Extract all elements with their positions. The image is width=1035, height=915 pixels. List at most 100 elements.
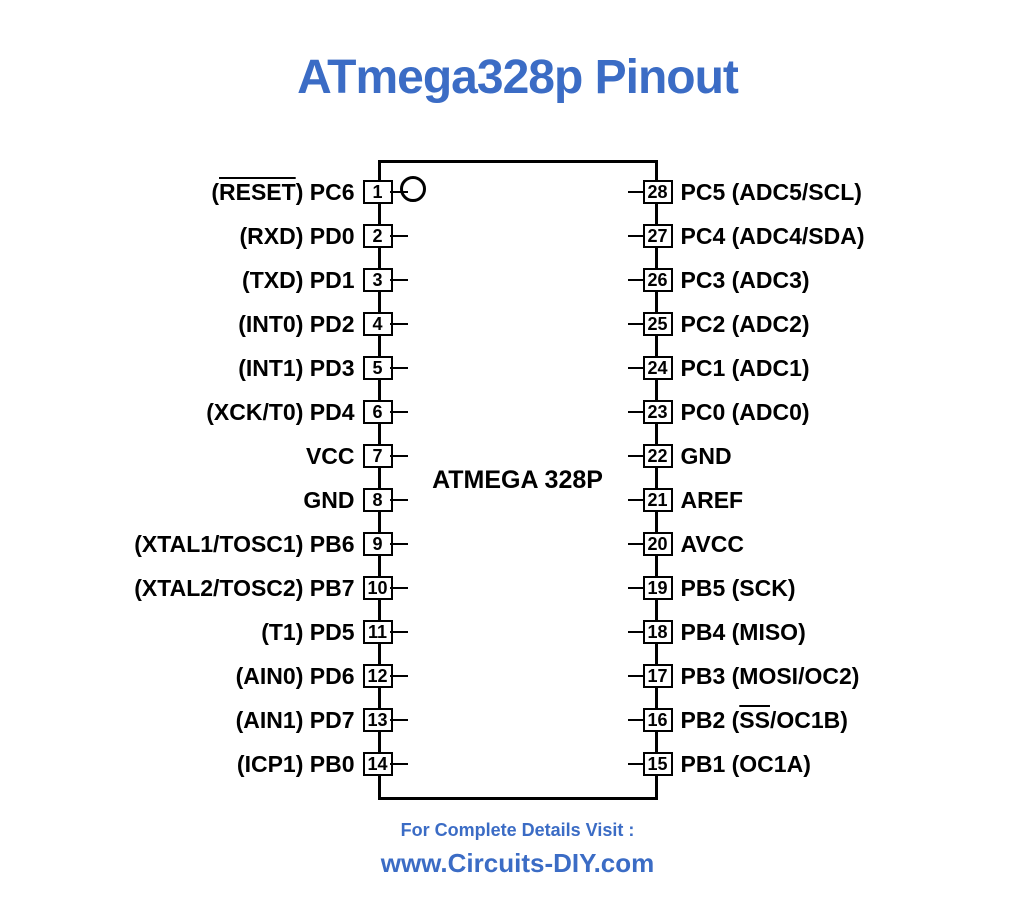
pin-label: PC4 (ADC4/SDA): [681, 223, 865, 250]
pin-24: 24PC1 (ADC1): [628, 346, 968, 390]
pin-label: PB3 (MOSI/OC2): [681, 663, 860, 690]
pin-number-box: 28: [643, 180, 673, 204]
pin-23: 23 PC0 (ADC0): [628, 390, 968, 434]
pin-number-box: 5: [363, 356, 393, 380]
pin-number-box: 12: [363, 664, 393, 688]
pin-label: (AIN0) PD6: [236, 663, 355, 690]
pin-9: (XTAL1/TOSC1) PB6 9: [68, 522, 408, 566]
pin-number-box: 8: [363, 488, 393, 512]
pin-number-box: 21: [643, 488, 673, 512]
pin-label: (XTAL2/TOSC2) PB7: [134, 575, 354, 602]
pin-label: (XTAL1/TOSC1) PB6: [134, 531, 354, 558]
pin-label: VCC: [306, 443, 355, 470]
pin-number-box: 2: [363, 224, 393, 248]
pin-lead: [390, 499, 408, 502]
pin-17: 17 PB3 (MOSI/OC2): [628, 654, 968, 698]
pin-lead: [390, 675, 408, 678]
pin-lead: [390, 587, 408, 590]
pin-number-box: 18: [643, 620, 673, 644]
pin-number-box: 17: [643, 664, 673, 688]
pin-number-box: 4: [363, 312, 393, 336]
pin-12: (AIN0) PD6 12: [68, 654, 408, 698]
footer-caption: For Complete Details Visit :: [0, 820, 1035, 841]
pin-19: 19 PB5 (SCK): [628, 566, 968, 610]
pin-label: PB5 (SCK): [681, 575, 796, 602]
pin-3: (TXD) PD1 3: [68, 258, 408, 302]
pin-lead: [390, 191, 408, 194]
chip-body: [378, 160, 658, 800]
pin-label: (AIN1) PD7: [236, 707, 355, 734]
pin-number-box: 7: [363, 444, 393, 468]
pin-label: (T1) PD5: [261, 619, 354, 646]
pin-lead: [390, 631, 408, 634]
pin-lead: [390, 411, 408, 414]
pin-27: 27 PC4 (ADC4/SDA): [628, 214, 968, 258]
pin-18: 18 PB4 (MISO): [628, 610, 968, 654]
pin-lead: [390, 323, 408, 326]
pin-lead: [390, 367, 408, 370]
pin-number-box: 20: [643, 532, 673, 556]
pin-label: PC2 (ADC2): [681, 311, 810, 338]
pin-number-box: 11: [363, 620, 393, 644]
pin-number-box: 10: [363, 576, 393, 600]
pin-label: GND: [303, 487, 354, 514]
pin-label: (INT1) PD3: [238, 355, 354, 382]
pin-1: (RESET) PC6 1: [68, 170, 408, 214]
pin-26: 26 PC3 (ADC3): [628, 258, 968, 302]
pin-label: PB4 (MISO): [681, 619, 806, 646]
pin-number-box: 25: [643, 312, 673, 336]
pin-28: 28 PC5 (ADC5/SCL): [628, 170, 968, 214]
pin-number-box: 1: [363, 180, 393, 204]
pin-25: 25 PC2 (ADC2): [628, 302, 968, 346]
pin-number-box: 14: [363, 752, 393, 776]
pin-lead: [390, 279, 408, 282]
pin-number-box: 15: [643, 752, 673, 776]
pin-16: 16 PB2 (SS/OC1B): [628, 698, 968, 742]
pin-number-box: 6: [363, 400, 393, 424]
pin-number-box: 9: [363, 532, 393, 556]
pin-label: PC5 (ADC5/SCL): [681, 179, 862, 206]
pin-label: GND: [681, 443, 732, 470]
pin-lead: [390, 719, 408, 722]
pin-label: PC0 (ADC0): [681, 399, 810, 426]
pin-11: (T1) PD5 11: [68, 610, 408, 654]
pin-label: (XCK/T0) PD4: [206, 399, 354, 426]
pin-6: (XCK/T0) PD4 6: [68, 390, 408, 434]
pin-label: PB2 (SS/OC1B): [681, 707, 848, 734]
pin-label: PC3 (ADC3): [681, 267, 810, 294]
pin-label: (RESET) PC6: [211, 179, 354, 206]
pin-number-box: 22: [643, 444, 673, 468]
pin-22: 22 GND: [628, 434, 968, 478]
pin-7: VCC 7: [68, 434, 408, 478]
pin-lead: [390, 455, 408, 458]
pin-number-box: 24: [643, 356, 673, 380]
pin-label: (TXD) PD1: [242, 267, 354, 294]
pin-label: AREF: [681, 487, 744, 514]
pin-number-box: 16: [643, 708, 673, 732]
pin-number-box: 23: [643, 400, 673, 424]
pin-number-box: 27: [643, 224, 673, 248]
pin-2: (RXD) PD0 2: [68, 214, 408, 258]
pin-21: 21 AREF: [628, 478, 968, 522]
pin-label: (INT0) PD2: [238, 311, 354, 338]
pin-label: (ICP1) PB0: [237, 751, 355, 778]
page-title: ATmega328p Pinout: [0, 50, 1035, 105]
pin-13: (AIN1) PD7 13: [68, 698, 408, 742]
pin-number-box: 26: [643, 268, 673, 292]
pin-10: (XTAL2/TOSC2) PB7 10: [68, 566, 408, 610]
pin-5: (INT1) PD3 5: [68, 346, 408, 390]
footer-url: www.Circuits-DIY.com: [0, 848, 1035, 879]
pin-number-box: 13: [363, 708, 393, 732]
pin-label: AVCC: [681, 531, 744, 558]
pin-20: 20 AVCC: [628, 522, 968, 566]
pin-number-box: 3: [363, 268, 393, 292]
pin-lead: [390, 543, 408, 546]
pin-label: PB1 (OC1A): [681, 751, 811, 778]
pin-label: (RXD) PD0: [239, 223, 354, 250]
pinout-diagram: ATMEGA 328P (RESET) PC61(RXD) PD02(TXD) …: [68, 160, 968, 800]
pin-15: 15 PB1 (OC1A): [628, 742, 968, 786]
pin-lead: [390, 763, 408, 766]
pin-number-box: 19: [643, 576, 673, 600]
pin-lead: [390, 235, 408, 238]
pin-4: (INT0) PD2 4: [68, 302, 408, 346]
